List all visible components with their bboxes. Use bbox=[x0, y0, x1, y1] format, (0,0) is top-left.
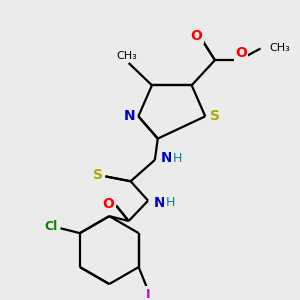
Text: CH₃: CH₃ bbox=[116, 51, 137, 61]
Text: N: N bbox=[161, 151, 172, 165]
Text: S: S bbox=[93, 169, 103, 182]
Text: H: H bbox=[166, 196, 175, 209]
Text: CH₃: CH₃ bbox=[269, 44, 290, 53]
Text: Cl: Cl bbox=[44, 220, 57, 233]
Text: H: H bbox=[172, 152, 182, 164]
Text: O: O bbox=[235, 46, 247, 60]
Text: N: N bbox=[154, 196, 166, 210]
Text: I: I bbox=[146, 288, 151, 300]
Text: N: N bbox=[124, 109, 136, 123]
Text: S: S bbox=[210, 109, 220, 123]
Text: O: O bbox=[190, 29, 202, 43]
Text: O: O bbox=[102, 196, 114, 211]
